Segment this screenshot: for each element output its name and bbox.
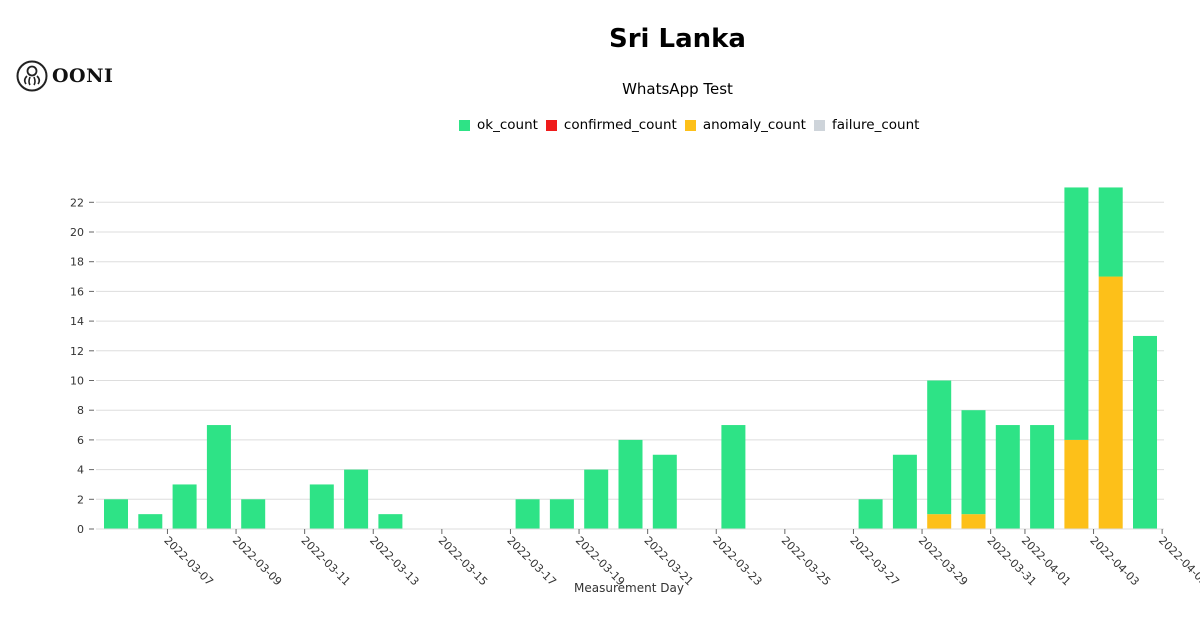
ooni-octopus-icon	[16, 60, 48, 92]
y-tick-label: 0	[77, 523, 84, 536]
legend-label-confirmed: confirmed_count	[563, 117, 677, 133]
bar-anomaly[interactable]	[1064, 439, 1089, 529]
y-tick-label: 2	[77, 493, 84, 506]
y-tick-label: 10	[70, 375, 84, 388]
x-tick-label: 2022-04-05	[1156, 534, 1200, 588]
x-tick-label: 2022-03-13	[367, 534, 421, 588]
x-axis-label: Measurement Day	[574, 581, 684, 595]
bar-ok[interactable]	[549, 499, 574, 529]
bar-ok[interactable]	[721, 425, 746, 529]
y-tick-label: 14	[70, 315, 84, 328]
y-tick-label: 4	[77, 464, 84, 477]
bars	[104, 187, 1157, 529]
bar-ok[interactable]	[241, 499, 266, 529]
y-tick-label: 16	[70, 285, 84, 298]
bar-ok[interactable]	[309, 484, 334, 529]
bar-ok[interactable]	[618, 439, 643, 529]
bar-ok[interactable]	[172, 484, 197, 529]
y-tick-label: 6	[77, 434, 84, 447]
legend-label-anomaly: anomaly_count	[702, 117, 806, 133]
x-tick-label: 2022-03-23	[710, 534, 764, 588]
bar-ok[interactable]	[892, 454, 917, 529]
y-tick-label: 12	[70, 345, 84, 358]
y-tick-label: 18	[70, 256, 84, 269]
legend-swatch-ok	[459, 119, 470, 131]
y-tick-label: 22	[70, 196, 84, 209]
x-tick-label: 2022-04-03	[1087, 534, 1141, 588]
legend-label-failure: failure_count	[831, 117, 920, 133]
ooni-logo: OONI	[16, 60, 113, 92]
x-tick-label: 2022-03-11	[299, 534, 353, 588]
bar-anomaly[interactable]	[927, 514, 952, 529]
bar-ok[interactable]	[652, 454, 677, 529]
bar-anomaly[interactable]	[1098, 276, 1123, 529]
chart-legend: ok_count confirmed_count anomaly_count f…	[459, 117, 927, 133]
logo-text: OONI	[52, 65, 114, 87]
bar-ok[interactable]	[961, 410, 986, 515]
bar-ok[interactable]	[1098, 187, 1123, 277]
legend-item-ok[interactable]: ok_count	[459, 117, 538, 133]
bar-ok[interactable]	[1133, 335, 1157, 529]
y-tick-label: 20	[70, 226, 84, 239]
bar-ok[interactable]	[206, 425, 231, 529]
legend-swatch-anomaly	[684, 119, 696, 131]
bar-ok[interactable]	[1064, 187, 1089, 440]
bar-ok[interactable]	[138, 514, 163, 529]
bar-ok[interactable]	[104, 499, 128, 529]
chart-subtitle: WhatsApp Test	[622, 80, 733, 98]
y-tick-label: 8	[77, 404, 84, 417]
bar-ok[interactable]	[515, 499, 540, 529]
legend-swatch-confirmed	[545, 119, 557, 131]
bar-ok[interactable]	[927, 380, 952, 515]
bar-ok[interactable]	[378, 514, 403, 529]
legend-label-ok: ok_count	[477, 117, 538, 133]
x-tick-label: 2022-03-27	[847, 534, 901, 588]
legend-swatch-failure	[813, 119, 825, 131]
x-tick-label: 2022-03-17	[504, 534, 558, 588]
legend-item-failure[interactable]: failure_count	[813, 117, 920, 133]
bar-ok[interactable]	[584, 469, 609, 529]
x-tick-label: 2022-03-25	[779, 534, 833, 588]
x-tick-label: 2022-03-07	[161, 534, 215, 588]
legend-item-confirmed[interactable]: confirmed_count	[545, 117, 677, 133]
y-axis: 0 2 4 6 8 10 12 14 16 18 20 22	[70, 196, 94, 536]
bar-ok[interactable]	[344, 469, 369, 529]
bar-ok[interactable]	[1030, 425, 1055, 529]
x-tick-label: 2022-03-15	[436, 534, 490, 588]
bar-ok[interactable]	[995, 425, 1020, 529]
chart-title: Sri Lanka	[609, 24, 746, 54]
bar-ok[interactable]	[858, 499, 883, 529]
x-tick-label: 2022-03-09	[230, 534, 284, 588]
x-axis: 2022-03-07 2022-03-09 2022-03-11 2022-03-13…	[96, 528, 1200, 588]
legend-item-anomaly[interactable]: anomaly_count	[684, 117, 806, 133]
x-tick-label: 2022-03-29	[916, 534, 970, 588]
bar-anomaly[interactable]	[961, 514, 986, 529]
